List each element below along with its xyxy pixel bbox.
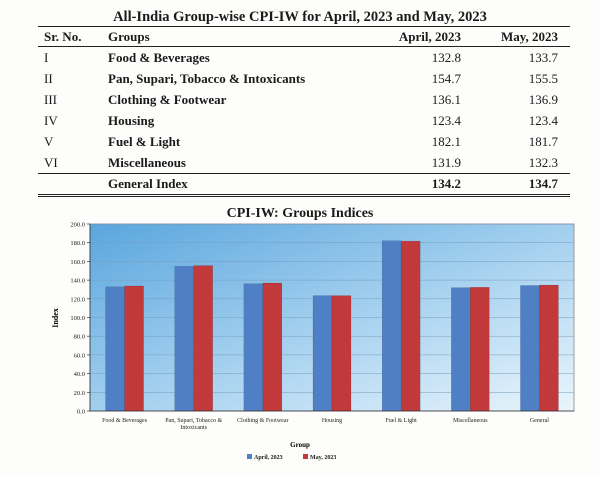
x-tick-label: Fuel & Light bbox=[385, 418, 417, 424]
row-sr: I bbox=[44, 49, 49, 65]
row-april: 123.4 bbox=[431, 112, 462, 128]
row-group: Fuel & Light bbox=[108, 133, 181, 149]
bar-may bbox=[193, 265, 213, 412]
bars bbox=[105, 240, 559, 412]
table-header-row: Sr. No. Groups April, 2023 May, 2023 bbox=[38, 26, 570, 47]
y-tick-label: 40.0 bbox=[74, 371, 85, 378]
y-tick-label: 120.0 bbox=[70, 296, 85, 303]
table-row: I Food & Beverages 132.8 133.7 bbox=[38, 47, 570, 69]
bar-april bbox=[451, 287, 471, 412]
table-row: VI Miscellaneous 131.9 132.3 bbox=[38, 152, 570, 174]
row-april: 131.9 bbox=[431, 154, 462, 170]
gridlines bbox=[90, 223, 574, 393]
y-tick-label: 60.0 bbox=[74, 352, 85, 359]
y-tick-label: 180.0 bbox=[70, 240, 85, 247]
table-title: All-India Group-wise CPI-IW for April, 2… bbox=[113, 9, 487, 25]
table-row: IV Housing 123.4 123.4 bbox=[38, 110, 570, 131]
bar-april bbox=[312, 295, 333, 412]
y-tick-label: 20.0 bbox=[74, 390, 85, 397]
legend: April, 2023 May, 2023 bbox=[247, 454, 336, 461]
row-sr: II bbox=[44, 70, 53, 86]
bar-april bbox=[520, 285, 540, 412]
x-tick-label: Pan, Supari, Tobacco & Intoxicants bbox=[165, 418, 222, 431]
cpi-table: Sr. No. Groups April, 2023 May, 2023 I F… bbox=[38, 26, 570, 197]
total-april: 134.2 bbox=[369, 173, 474, 197]
row-may: 133.7 bbox=[528, 49, 558, 65]
total-group: General Index bbox=[102, 173, 370, 197]
total-may: 134.7 bbox=[473, 173, 570, 197]
legend-swatch bbox=[247, 454, 252, 459]
row-april: 182.1 bbox=[431, 133, 462, 149]
legend-label: April, 2023 bbox=[254, 455, 283, 461]
header-groups: Groups bbox=[102, 26, 370, 47]
row-sr: V bbox=[44, 133, 54, 149]
row-group: Miscellaneous bbox=[108, 154, 186, 170]
chart-container: CPI-IW: Groups Indices 0.0 20.0 40.0 60.0 80… bbox=[0, 196, 600, 473]
bar-may bbox=[470, 287, 490, 412]
total-sr bbox=[38, 173, 102, 197]
table-row: II Pan, Supari, Tobacco & Intoxicants 15… bbox=[38, 68, 570, 89]
x-tick-label: Housing bbox=[322, 418, 342, 424]
y-tick-label: 140.0 bbox=[70, 278, 85, 285]
x-tick-label: General bbox=[530, 418, 549, 424]
bar-april bbox=[243, 283, 264, 412]
bar-may bbox=[539, 284, 559, 412]
row-april: 154.7 bbox=[431, 70, 462, 86]
axes: 0.0 20.0 40.0 60.0 80.0 100.0 120.0 140.0 160.0 1… bbox=[70, 222, 574, 431]
y-tick-label: 160.0 bbox=[70, 259, 85, 266]
bar-may bbox=[262, 282, 283, 412]
row-april: 136.1 bbox=[431, 91, 462, 107]
y-tick-label: 0.0 bbox=[77, 409, 85, 416]
row-may: 136.9 bbox=[528, 91, 558, 107]
y-tick-label: 200.0 bbox=[70, 222, 85, 229]
x-tick-label: Miscellaneous bbox=[453, 418, 488, 424]
bar-may bbox=[124, 285, 144, 412]
row-group: Pan, Supari, Tobacco & Intoxicants bbox=[108, 70, 306, 86]
header-may: May, 2023 bbox=[473, 26, 570, 47]
header-sr-no: Sr. No. bbox=[38, 26, 102, 47]
bar-april bbox=[174, 266, 194, 412]
row-group: Clothing & Footwear bbox=[108, 91, 227, 107]
table-row: V Fuel & Light 182.1 181.7 bbox=[38, 131, 570, 152]
row-may: 132.3 bbox=[528, 154, 558, 170]
x-axis-label: Group bbox=[290, 441, 310, 449]
bar-may bbox=[400, 240, 421, 412]
legend-swatch bbox=[303, 454, 308, 459]
row-may: 155.5 bbox=[528, 70, 558, 86]
row-april: 132.8 bbox=[431, 49, 462, 65]
table-row: III Clothing & Footwear 136.1 136.9 bbox=[38, 89, 570, 110]
y-tick-label: 80.0 bbox=[74, 334, 85, 341]
row-group: Housing bbox=[108, 112, 155, 128]
bar-april bbox=[105, 286, 125, 412]
legend-label: May, 2023 bbox=[310, 455, 336, 461]
row-sr: III bbox=[44, 91, 57, 107]
row-sr: IV bbox=[44, 112, 58, 128]
x-tick-label: Food & Beverages bbox=[102, 418, 148, 424]
table-total-row: General Index 134.2 134.7 bbox=[38, 173, 570, 197]
row-may: 181.7 bbox=[528, 133, 558, 149]
row-group: Food & Beverages bbox=[108, 49, 210, 65]
groups-indices-chart: CPI-IW: Groups Indices 0.0 20.0 40.0 60.0 80… bbox=[51, 206, 575, 461]
bar-april bbox=[381, 240, 402, 412]
y-tick-label: 100.0 bbox=[70, 315, 85, 322]
bar-may bbox=[331, 295, 352, 412]
header-april: April, 2023 bbox=[369, 26, 474, 47]
x-tick-label: Clothing & Footwear bbox=[237, 418, 288, 424]
row-sr: VI bbox=[44, 154, 58, 170]
chart-title: CPI-IW: Groups Indices bbox=[227, 206, 374, 221]
row-may: 123.4 bbox=[528, 112, 558, 128]
y-axis-label: Index bbox=[51, 308, 60, 328]
